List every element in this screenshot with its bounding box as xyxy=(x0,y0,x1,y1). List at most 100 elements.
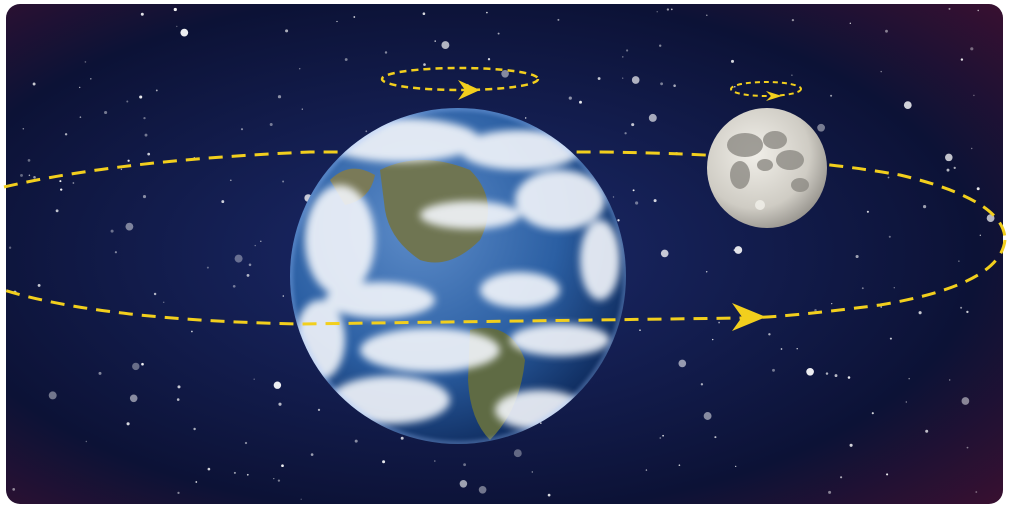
star xyxy=(557,18,560,21)
star xyxy=(253,378,255,380)
star xyxy=(905,401,907,403)
star xyxy=(673,84,676,87)
star xyxy=(730,59,735,63)
star xyxy=(678,359,687,368)
star xyxy=(232,284,236,288)
star xyxy=(246,273,250,277)
star xyxy=(206,266,209,269)
star xyxy=(908,377,910,380)
star xyxy=(662,434,664,437)
star xyxy=(344,58,348,61)
star xyxy=(234,254,243,263)
star xyxy=(632,189,635,192)
star xyxy=(282,180,285,183)
star xyxy=(244,441,248,445)
star xyxy=(624,132,627,135)
star xyxy=(513,449,522,458)
star xyxy=(889,337,892,340)
star xyxy=(177,385,181,389)
star xyxy=(277,95,282,99)
star xyxy=(772,368,775,372)
star xyxy=(478,485,487,494)
star xyxy=(648,113,657,122)
star xyxy=(20,173,23,177)
star xyxy=(59,180,62,183)
star xyxy=(666,8,670,11)
star xyxy=(645,469,648,471)
star xyxy=(27,159,31,162)
star xyxy=(796,347,798,350)
star xyxy=(887,176,890,179)
star xyxy=(195,481,198,483)
star xyxy=(60,188,63,191)
star xyxy=(487,58,491,61)
moon-orbit-back xyxy=(3,150,1007,241)
star xyxy=(246,473,249,476)
star xyxy=(143,116,146,120)
star xyxy=(114,251,117,254)
star xyxy=(977,9,979,12)
moon-rotation-path xyxy=(730,81,802,97)
star xyxy=(539,422,542,424)
star xyxy=(120,168,123,171)
star xyxy=(278,402,282,406)
star xyxy=(298,68,301,70)
star xyxy=(622,77,624,79)
star xyxy=(233,471,236,474)
star xyxy=(670,8,673,11)
star xyxy=(830,94,833,97)
star xyxy=(579,100,582,104)
star xyxy=(653,199,657,203)
moon-orbit-arrow-icon xyxy=(732,303,766,331)
star xyxy=(282,295,285,297)
star xyxy=(903,101,912,109)
earth-rotation-path xyxy=(380,66,540,92)
star xyxy=(768,333,771,336)
star xyxy=(85,440,88,443)
star xyxy=(814,308,817,312)
star xyxy=(79,116,82,118)
star xyxy=(434,460,436,462)
star xyxy=(104,110,108,115)
star xyxy=(568,96,572,100)
star xyxy=(855,254,859,259)
star xyxy=(72,182,75,184)
star xyxy=(155,89,158,92)
star xyxy=(970,147,973,150)
star xyxy=(706,14,708,16)
star xyxy=(547,493,551,497)
star xyxy=(248,263,252,267)
star xyxy=(78,86,81,89)
star xyxy=(888,235,891,238)
star xyxy=(180,28,189,37)
star xyxy=(849,22,851,24)
star xyxy=(207,467,211,471)
star xyxy=(678,464,681,467)
star xyxy=(37,283,41,287)
star xyxy=(336,20,338,23)
star xyxy=(434,40,436,42)
star xyxy=(966,446,969,449)
star xyxy=(639,329,641,332)
star xyxy=(365,130,368,133)
star xyxy=(847,376,851,379)
star xyxy=(849,443,853,447)
star xyxy=(840,476,843,479)
star xyxy=(806,367,814,376)
star xyxy=(631,76,640,84)
star xyxy=(918,311,922,315)
star xyxy=(129,394,138,403)
star xyxy=(126,422,130,426)
star xyxy=(634,201,639,205)
star xyxy=(177,491,180,495)
star xyxy=(139,95,143,99)
earth-rotation-arrow-icon xyxy=(458,80,480,100)
star xyxy=(486,11,488,14)
star xyxy=(660,82,664,86)
star xyxy=(141,362,144,366)
star xyxy=(828,490,832,494)
star xyxy=(384,51,388,54)
star xyxy=(780,348,783,350)
star xyxy=(229,179,232,182)
